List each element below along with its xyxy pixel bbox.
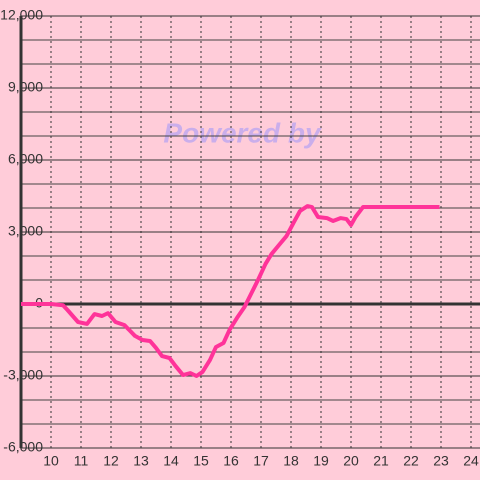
x-tick-label: 21 [373,453,389,469]
y-tick-label: -6,000 [3,439,43,455]
x-tick-label: 16 [223,453,239,469]
x-tick-label: 13 [133,453,149,469]
x-tick-label: 23 [433,453,449,469]
y-tick-label: 12,000 [0,7,43,23]
y-tick-label: 6,000 [8,151,43,167]
x-tick-label: 24 [463,453,479,469]
x-tick-label: 12 [103,453,119,469]
y-tick-label: 9,000 [8,79,43,95]
x-tick-label: 14 [163,453,179,469]
x-tick-label: 18 [283,453,299,469]
x-tick-label: 19 [313,453,329,469]
x-tick-label: 22 [403,453,419,469]
y-tick-label: 3,000 [8,223,43,239]
x-tick-label: 15 [193,453,209,469]
x-tick-label: 17 [253,453,269,469]
x-tick-label: 11 [74,453,89,469]
y-tick-label: -3,000 [3,367,43,383]
x-tick-label: 20 [343,453,359,469]
watermark: Powered by [163,117,322,148]
data-line [21,204,440,378]
x-tick-label: 10 [43,453,59,469]
